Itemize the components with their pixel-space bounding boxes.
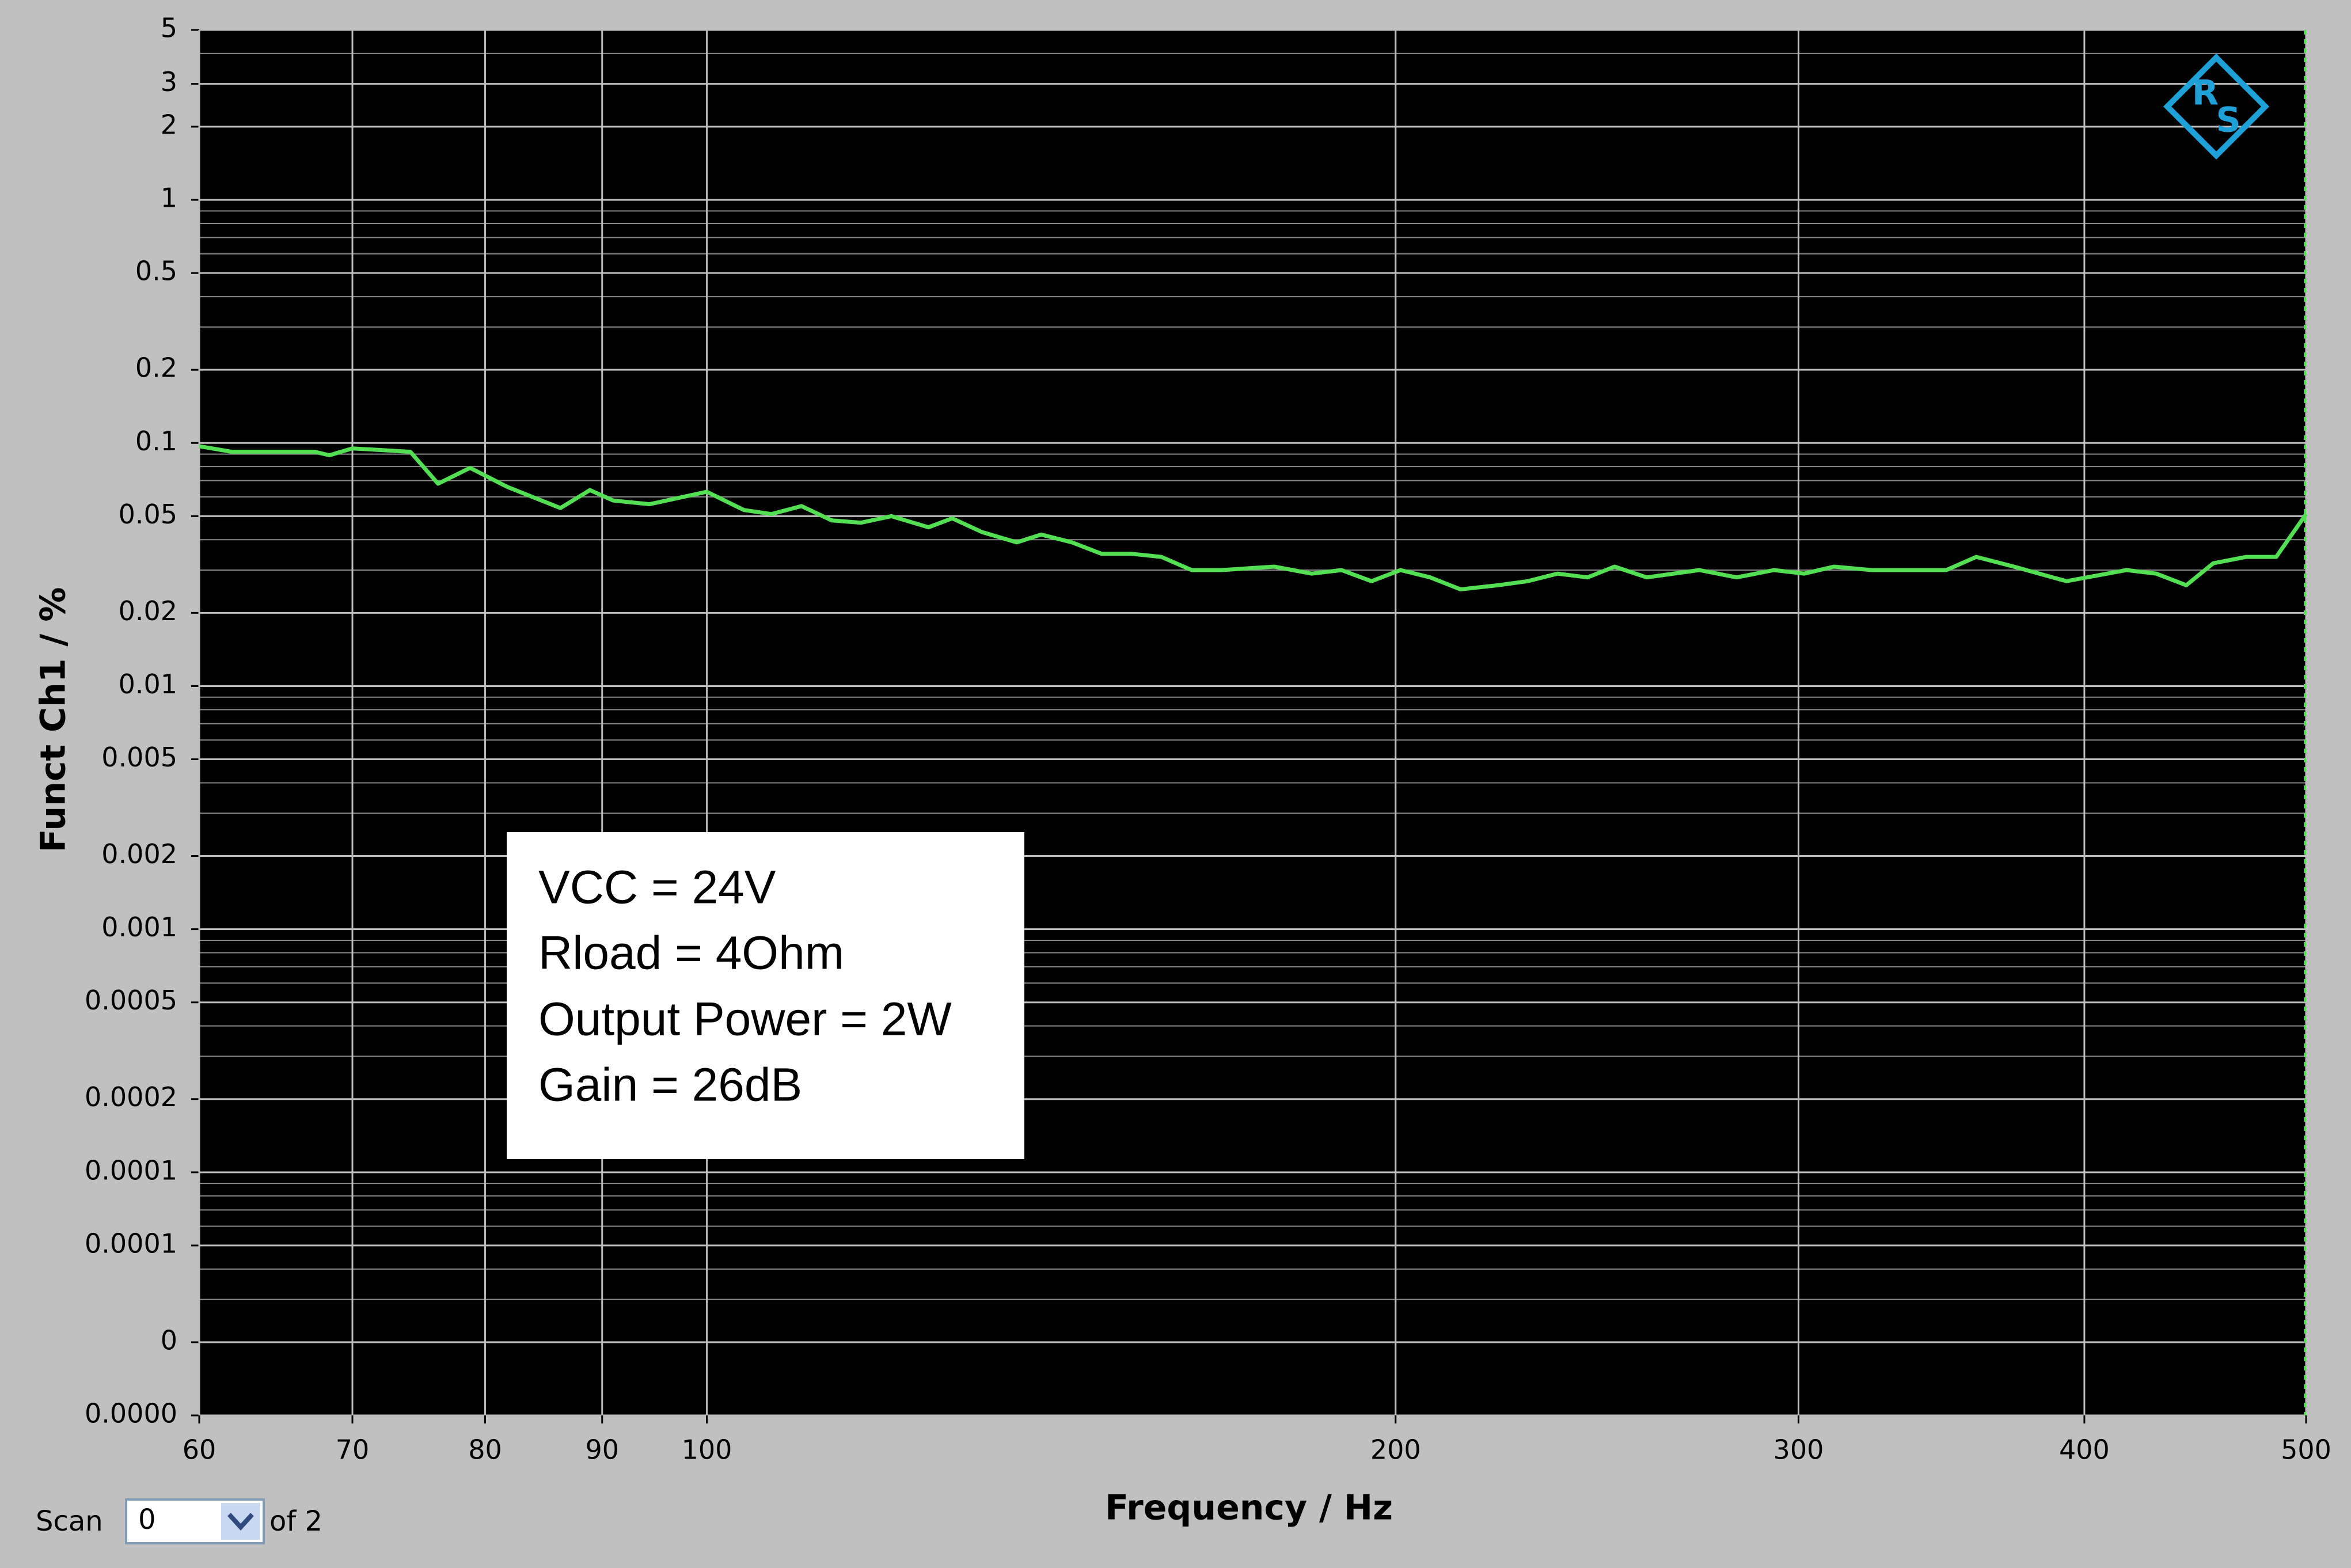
scan-select-button[interactable] <box>221 1503 260 1540</box>
y-tick-label: 0.0005 <box>85 985 177 1016</box>
data-line <box>199 444 2308 591</box>
y-tick-label: 1 <box>161 183 177 214</box>
y-tick-label: 3 <box>161 66 177 97</box>
y-tick-label: 0.02 <box>119 595 177 627</box>
y-tick-label: 0.5 <box>135 256 177 287</box>
y-axis-label: Funct Ch1 / % <box>33 587 74 853</box>
logo: R S <box>2163 53 2270 160</box>
x-tick-label: 200 <box>1370 1434 1421 1466</box>
logo-letter: S <box>2216 100 2240 141</box>
y-tick-label: 0.01 <box>119 669 177 700</box>
x-tick-label: 500 <box>2281 1434 2331 1466</box>
plot-area <box>199 30 2306 1415</box>
y-tick-label: 0.005 <box>101 742 177 773</box>
x-tick-label: 400 <box>2059 1434 2110 1466</box>
y-tick-label: 0 <box>161 1324 177 1356</box>
scan-value: 0 <box>138 1504 156 1536</box>
y-tick-label: 5 <box>161 13 177 44</box>
y-tick-label: 0.0000 <box>85 1398 177 1429</box>
logo-diamond <box>2163 53 2270 160</box>
y-tick-label: 2 <box>161 109 177 141</box>
annotation-line: Rload = 4Ohm <box>538 927 844 979</box>
x-tick-label: 90 <box>585 1434 619 1466</box>
x-axis-label: Frequency / Hz <box>1105 1488 1393 1528</box>
annotation-line: Output Power = 2W <box>538 993 952 1046</box>
scan-total: of 2 <box>269 1505 322 1537</box>
x-tick-label: 60 <box>183 1434 217 1466</box>
logo-letter: R <box>2192 73 2219 113</box>
x-tick-label: 100 <box>682 1434 732 1466</box>
y-tick-label: 0.1 <box>135 426 177 457</box>
scan-label: Scan <box>36 1505 103 1537</box>
annotation: VCC = 24V Rload = 4Ohm Output Power = 2W… <box>507 832 1024 1159</box>
y-tick-label: 0.2 <box>135 352 177 384</box>
y-tick-label: 0.002 <box>101 838 177 870</box>
x-tick-label: 70 <box>336 1434 370 1466</box>
grid <box>191 29 2307 1423</box>
annotation-line: VCC = 24V <box>538 861 776 914</box>
y-tick-label: 0.0002 <box>85 1081 177 1113</box>
y-tick-label: 0.0001 <box>85 1228 177 1259</box>
dropdown-arrow <box>227 1513 254 1531</box>
x-tick-label: 80 <box>468 1434 502 1466</box>
x-tick-label: 300 <box>1773 1434 1824 1466</box>
scan-control: Scan 0 of 2 <box>36 1498 322 1544</box>
scan-select[interactable]: 0 <box>125 1498 265 1544</box>
annotation-box <box>507 832 1024 1159</box>
y-tick-label: 0.001 <box>101 912 177 943</box>
annotation-line: Gain = 26dB <box>538 1059 802 1111</box>
marks <box>199 444 2308 591</box>
y-tick-label: 0.05 <box>119 499 177 530</box>
y-tick-label: 0.0001 <box>85 1155 177 1186</box>
